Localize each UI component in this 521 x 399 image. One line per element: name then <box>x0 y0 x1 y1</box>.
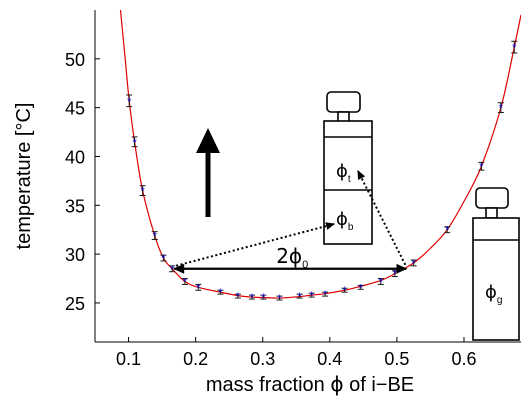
tie-line-label: 2ϕ0 <box>276 244 308 271</box>
x-ticks: 0.1 0.2 0.3 0.4 0.5 0.6 <box>116 337 476 369</box>
x-tick-label: 0.6 <box>451 349 476 369</box>
point-marker: * <box>479 161 484 173</box>
vial-cap <box>475 187 509 209</box>
point-marker: * <box>183 276 188 288</box>
data-points: ******* * * * * * * * * * * * ******* <box>126 40 518 305</box>
vial-body <box>472 217 520 341</box>
data-point: * <box>377 276 384 288</box>
point-marker: * <box>499 103 504 115</box>
point-marker: * <box>359 282 364 294</box>
data-point: * <box>511 40 518 54</box>
x-tick-label: 0.1 <box>116 349 141 369</box>
data-point: * <box>139 185 146 198</box>
y-tick-label: 40 <box>65 147 85 167</box>
point-marker: * <box>512 42 517 54</box>
point-marker: * <box>140 186 145 198</box>
point-marker: * <box>412 258 417 270</box>
y-tick-label: 30 <box>65 245 85 265</box>
point-marker: * <box>132 137 137 149</box>
data-point: * <box>444 225 451 237</box>
data-point: * <box>217 287 224 299</box>
phase-top-label: ϕt <box>336 161 351 185</box>
point-marker: * <box>127 96 132 108</box>
x-axis-label: mass fraction ϕ of i−BE <box>206 372 414 396</box>
dotted-arrow-to-bottom-phase <box>175 222 335 267</box>
data-point: * <box>234 291 241 303</box>
x-tick-label: 0.2 <box>183 349 208 369</box>
data-point: * <box>357 282 364 294</box>
point-marker: * <box>161 253 166 265</box>
phase-single-label: ϕg <box>485 282 502 306</box>
point-marker: * <box>310 290 315 302</box>
y-tick-label: 35 <box>65 196 85 216</box>
data-point: * <box>276 293 283 305</box>
point-marker: * <box>153 231 158 243</box>
y-ticks: 25 30 35 40 45 50 <box>65 50 100 314</box>
data-point: * <box>322 289 329 301</box>
point-marker: * <box>342 285 347 297</box>
point-marker: * <box>196 282 201 294</box>
vial-neck <box>485 207 498 219</box>
data-point: * <box>260 292 267 304</box>
data-point: * <box>248 292 255 304</box>
point-marker: * <box>218 287 223 299</box>
two-phase-vial <box>323 91 373 245</box>
point-marker: * <box>261 292 266 304</box>
data-point: * <box>126 94 133 108</box>
temperature-up-arrow <box>196 128 220 217</box>
point-marker: * <box>170 264 175 276</box>
y-tick-label: 45 <box>65 99 85 119</box>
data-point: * <box>497 102 504 115</box>
data-point: * <box>160 253 167 265</box>
point-marker: * <box>236 291 241 303</box>
data-point: * <box>341 285 348 297</box>
point-marker: * <box>379 276 384 288</box>
data-point: * <box>391 269 398 281</box>
vial-cap <box>326 91 361 113</box>
phase-bottom-label: ϕb <box>336 209 354 233</box>
point-marker: * <box>323 289 328 301</box>
point-marker: * <box>445 225 450 237</box>
x-tick-label: 0.3 <box>250 349 275 369</box>
x-tick-label: 0.4 <box>317 349 342 369</box>
point-marker: * <box>297 291 302 303</box>
y-axis-label: temperature [°C] <box>13 103 35 250</box>
x-tick-label: 0.5 <box>384 349 409 369</box>
single-phase-vial <box>472 187 520 341</box>
data-point: * <box>410 258 417 270</box>
y-tick-label: 50 <box>65 50 85 70</box>
point-marker: * <box>250 292 255 304</box>
fit-curve <box>119 9 521 299</box>
point-marker: * <box>393 269 398 281</box>
data-point: * <box>181 276 188 288</box>
data-point: * <box>195 282 202 294</box>
data-point: * <box>131 136 138 149</box>
y-tick-label: 25 <box>65 294 85 314</box>
point-marker: * <box>277 293 282 305</box>
data-point: * <box>478 161 485 173</box>
data-point: * <box>296 291 303 303</box>
data-point: * <box>308 290 315 302</box>
data-point: * <box>151 231 158 243</box>
